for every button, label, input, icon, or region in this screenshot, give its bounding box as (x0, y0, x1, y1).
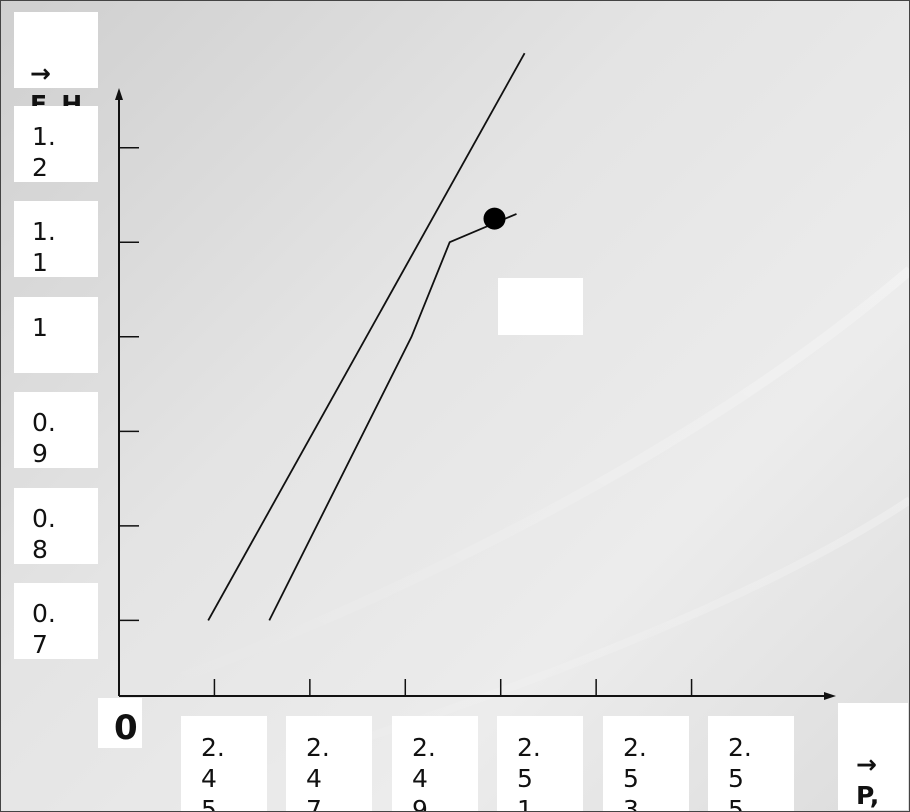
y-tick-label: 1.2 (32, 122, 56, 182)
y-tick-label: 0.9 (32, 408, 56, 468)
y-tick-box (14, 297, 98, 373)
x-tick-box (708, 716, 794, 812)
series-line-1 (268, 213, 517, 621)
x-tick-box (181, 716, 267, 812)
x-axis-label: P, H (856, 781, 880, 810)
x-tick-box (392, 716, 478, 812)
background-swoosh (118, 266, 910, 705)
x-tick-box (497, 716, 583, 812)
origin-box (98, 698, 142, 748)
x-tick-label: 2.45 (201, 733, 225, 812)
origin-label: 0 (114, 708, 138, 748)
series-line-2 (207, 52, 526, 621)
y-axis-title-box (14, 12, 98, 88)
x-tick-label: 2.47 (306, 733, 330, 812)
x-tick-label: 2.55 (728, 733, 752, 812)
blank-annotation-box (498, 278, 583, 335)
y-tick-label: 0.7 (32, 599, 56, 659)
y-tick-label: 0.8 (32, 504, 56, 564)
y-tick-box (14, 392, 98, 468)
x-tick-label: 2.51 (517, 733, 541, 812)
x-axis-title: → P, H (856, 718, 904, 812)
x-tick-label: 2.53 (623, 733, 647, 812)
x-tick-label: 2.49 (412, 733, 436, 812)
y-tick-box (14, 201, 98, 277)
y-tick-box (14, 488, 98, 564)
y-tick-box (14, 106, 98, 182)
x-axis-arrow: → (856, 750, 877, 779)
y-axis-arrowhead (115, 88, 123, 100)
x-axis-title-box (838, 703, 908, 810)
intersection-point (483, 207, 506, 230)
y-axis-arrow: → (30, 59, 51, 88)
y-tick-label: 1 (32, 313, 48, 342)
x-tick-box (286, 716, 372, 812)
x-tick-box (603, 716, 689, 812)
y-tick-box (14, 583, 98, 659)
y-tick-label: 1.1 (32, 217, 56, 277)
x-axis-arrowhead (824, 692, 836, 700)
